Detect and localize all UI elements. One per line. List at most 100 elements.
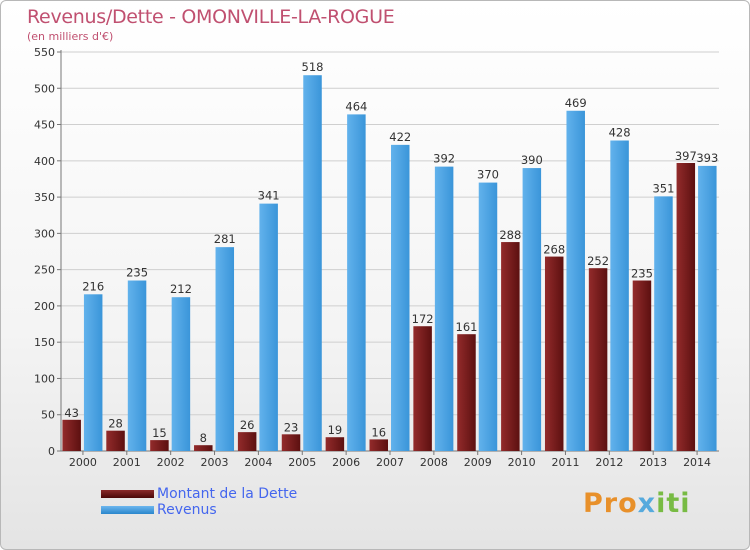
debt-bar bbox=[369, 439, 388, 451]
revenue-value-label: 212 bbox=[170, 282, 192, 296]
y-tick-label: 300 bbox=[34, 227, 55, 240]
x-tick-label: 2009 bbox=[464, 456, 492, 469]
y-tick-label: 200 bbox=[34, 300, 55, 313]
revenue-value-label: 422 bbox=[389, 130, 411, 144]
logo-part-3: iti bbox=[656, 488, 691, 519]
debt-bar bbox=[544, 256, 564, 451]
debt-bar bbox=[281, 434, 301, 451]
revenue-value-label: 393 bbox=[696, 151, 718, 165]
revenue-value-label: 464 bbox=[345, 99, 367, 113]
debt-bar bbox=[237, 432, 257, 451]
debt-bar bbox=[194, 445, 213, 451]
logo-part-2: x bbox=[637, 488, 657, 519]
debt-value-label: 8 bbox=[200, 431, 207, 445]
debt-bar bbox=[413, 326, 432, 451]
revenue-value-label: 518 bbox=[302, 60, 324, 74]
proxiti-logo: Proxiti bbox=[583, 488, 691, 519]
y-tick-label: 0 bbox=[48, 445, 55, 458]
revenue-value-label: 216 bbox=[82, 279, 104, 293]
debt-value-label: 252 bbox=[587, 254, 609, 268]
revenue-value-label: 390 bbox=[521, 153, 543, 167]
revenue-bar bbox=[171, 297, 191, 451]
y-tick-label: 450 bbox=[34, 119, 55, 132]
debt-value-label: 397 bbox=[675, 149, 697, 163]
x-tick-label: 2004 bbox=[244, 456, 272, 469]
revenue-value-label: 392 bbox=[433, 152, 455, 166]
x-tick-label: 2000 bbox=[69, 456, 97, 469]
x-tick-label: 2002 bbox=[157, 456, 185, 469]
x-tick-label: 2005 bbox=[288, 456, 316, 469]
legend-item-revenue: Revenus bbox=[101, 502, 297, 518]
x-tick-label: 2014 bbox=[683, 456, 711, 469]
revenue-bar bbox=[259, 203, 278, 451]
y-tick-label: 400 bbox=[34, 155, 55, 168]
revenue-value-label: 281 bbox=[214, 232, 236, 246]
debt-value-label: 43 bbox=[64, 406, 79, 420]
y-tick-label: 500 bbox=[34, 82, 55, 95]
debt-value-label: 19 bbox=[328, 423, 343, 437]
chart-title: Revenus/Dette - OMONVILLE-LA-ROGUE bbox=[27, 6, 395, 28]
legend-swatch-revenue bbox=[101, 506, 154, 514]
revenue-bar bbox=[127, 280, 147, 451]
x-tick-label: 2011 bbox=[551, 456, 579, 469]
revenue-bar bbox=[698, 165, 717, 451]
revenue-bar bbox=[610, 140, 629, 452]
debt-bar bbox=[150, 440, 169, 451]
debt-bar bbox=[676, 162, 696, 451]
revenue-bar bbox=[391, 144, 410, 451]
legend: Montant de la Dette Revenus bbox=[101, 486, 297, 518]
debt-value-label: 172 bbox=[412, 312, 434, 326]
revenue-bar bbox=[347, 114, 366, 451]
debt-value-label: 268 bbox=[543, 243, 565, 257]
debt-value-label: 161 bbox=[456, 320, 478, 334]
x-tick-label: 2006 bbox=[332, 456, 360, 469]
revenue-value-label: 351 bbox=[652, 181, 674, 195]
y-tick-label: 50 bbox=[41, 409, 55, 422]
y-tick-label: 350 bbox=[34, 191, 55, 204]
revenue-bar bbox=[83, 294, 103, 451]
chart-subtitle: (en milliers d'€) bbox=[27, 30, 114, 43]
revenue-bar bbox=[434, 166, 454, 451]
debt-bar bbox=[588, 268, 608, 451]
y-tick-label: 550 bbox=[34, 46, 55, 59]
debt-value-label: 16 bbox=[371, 425, 386, 439]
revenue-value-label: 341 bbox=[258, 189, 280, 203]
debt-value-label: 28 bbox=[108, 417, 123, 431]
x-tick-label: 2012 bbox=[595, 456, 623, 469]
debt-bar bbox=[62, 419, 81, 451]
debt-bar bbox=[501, 242, 520, 451]
x-tick-label: 2010 bbox=[508, 456, 536, 469]
revenue-value-label: 235 bbox=[126, 266, 148, 280]
x-tick-label: 2003 bbox=[201, 456, 229, 469]
revenue-value-label: 370 bbox=[477, 168, 499, 182]
legend-swatch-debt bbox=[101, 490, 154, 498]
debt-value-label: 235 bbox=[631, 267, 653, 281]
debt-bar bbox=[106, 430, 125, 451]
y-tick-label: 150 bbox=[34, 336, 55, 349]
x-tick-label: 2008 bbox=[420, 456, 448, 469]
debt-value-label: 23 bbox=[284, 420, 299, 434]
revenue-bar bbox=[215, 247, 235, 451]
revenue-bar bbox=[522, 168, 542, 451]
x-tick-label: 2013 bbox=[639, 456, 667, 469]
debt-bar bbox=[325, 437, 345, 451]
x-tick-label: 2007 bbox=[376, 456, 404, 469]
legend-label-revenue: Revenus bbox=[157, 502, 217, 518]
revenue-bar bbox=[566, 110, 585, 452]
revenue-bar bbox=[654, 196, 673, 451]
debt-value-label: 26 bbox=[240, 418, 255, 432]
revenue-value-label: 469 bbox=[565, 96, 587, 110]
debt-bar bbox=[457, 334, 476, 451]
debt-value-label: 15 bbox=[152, 426, 167, 440]
revenue-bar bbox=[303, 75, 322, 452]
debt-bar bbox=[632, 280, 652, 451]
legend-label-debt: Montant de la Dette bbox=[157, 486, 298, 502]
y-tick-label: 100 bbox=[34, 372, 55, 385]
logo-part-1: Pro bbox=[583, 488, 638, 519]
y-tick-label: 250 bbox=[34, 264, 55, 277]
revenue-bar bbox=[478, 182, 498, 451]
legend-item-debt: Montant de la Dette bbox=[101, 486, 297, 502]
revenue-value-label: 428 bbox=[609, 126, 631, 140]
